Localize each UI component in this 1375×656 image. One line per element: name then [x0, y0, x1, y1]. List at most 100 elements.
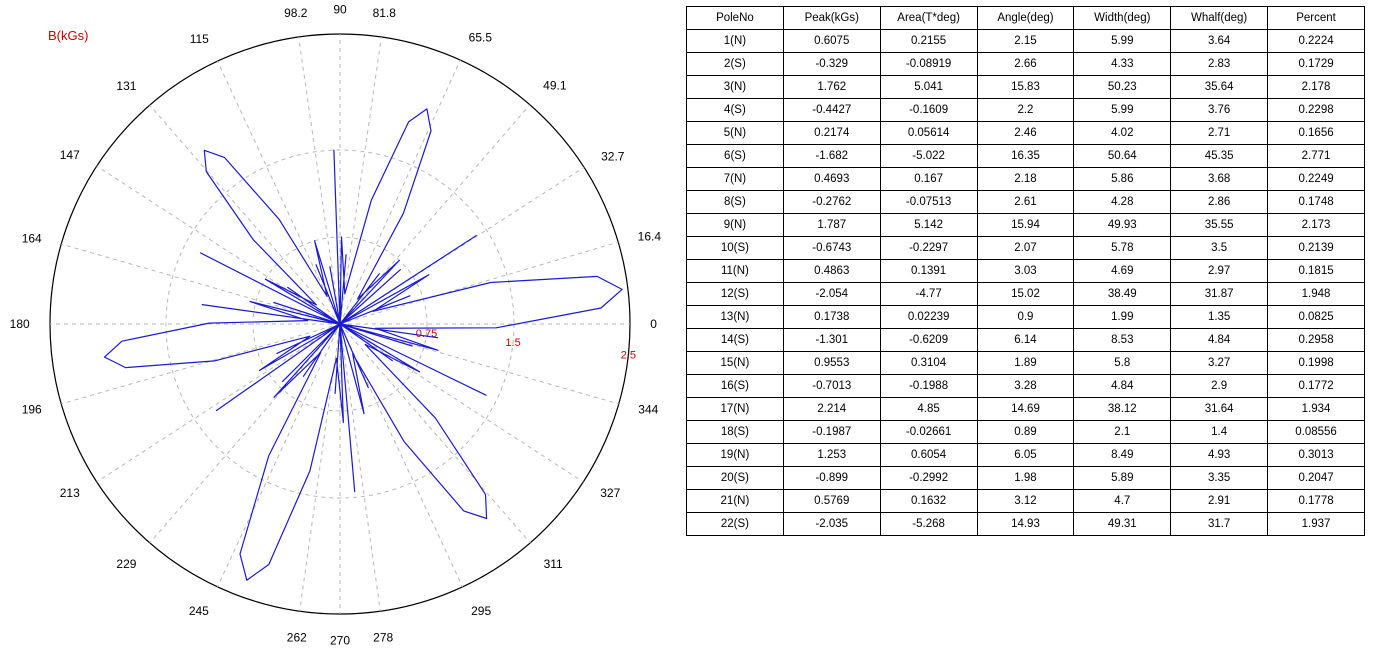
- col-header: Width(deg): [1074, 7, 1171, 30]
- table-cell: 19(N): [687, 444, 784, 467]
- svg-text:49.1: 49.1: [543, 78, 567, 92]
- table-cell: 0.2249: [1268, 168, 1365, 191]
- table-cell: 4.7: [1074, 490, 1171, 513]
- table-cell: 0.6054: [880, 444, 977, 467]
- table-cell: 5.89: [1074, 467, 1171, 490]
- table-cell: 38.12: [1074, 398, 1171, 421]
- data-table-panel: PoleNoPeak(kGs)Area(T*deg)Angle(deg)Widt…: [680, 0, 1375, 656]
- table-cell: 3.28: [977, 375, 1074, 398]
- table-cell: 0.2174: [783, 122, 880, 145]
- table-cell: 0.1778: [1268, 490, 1365, 513]
- table-cell: 1.934: [1268, 398, 1365, 421]
- table-cell: 13(N): [687, 306, 784, 329]
- table-cell: 20(S): [687, 467, 784, 490]
- svg-text:98.2: 98.2: [284, 6, 308, 20]
- table-cell: 17(N): [687, 398, 784, 421]
- svg-text:327: 327: [600, 486, 620, 500]
- table-cell: -1.301: [783, 329, 880, 352]
- table-cell: 4.93: [1171, 444, 1268, 467]
- table-cell: 1.35: [1171, 306, 1268, 329]
- table-cell: 14.93: [977, 513, 1074, 536]
- table-cell: 1.253: [783, 444, 880, 467]
- table-cell: 2.771: [1268, 145, 1365, 168]
- svg-text:115: 115: [190, 32, 209, 46]
- table-cell: 0.4693: [783, 168, 880, 191]
- table-row: 12(S)-2.054-4.7715.0238.4931.871.948: [687, 283, 1365, 306]
- table-cell: -0.1988: [880, 375, 977, 398]
- table-cell: 2.61: [977, 191, 1074, 214]
- table-cell: 11(N): [687, 260, 784, 283]
- svg-text:213: 213: [60, 486, 80, 500]
- table-cell: -0.1609: [880, 99, 977, 122]
- table-cell: 1.948: [1268, 283, 1365, 306]
- table-cell: 2.2: [977, 99, 1074, 122]
- table-cell: 45.35: [1171, 145, 1268, 168]
- table-cell: 2.15: [977, 30, 1074, 53]
- table-row: 13(N)0.17380.022390.91.991.350.0825: [687, 306, 1365, 329]
- table-cell: 21(N): [687, 490, 784, 513]
- table-cell: 0.3104: [880, 352, 977, 375]
- table-row: 6(S)-1.682-5.02216.3550.6445.352.771: [687, 145, 1365, 168]
- table-cell: 15.83: [977, 76, 1074, 99]
- pole-data-table: PoleNoPeak(kGs)Area(T*deg)Angle(deg)Widt…: [686, 6, 1365, 536]
- table-cell: 50.23: [1074, 76, 1171, 99]
- svg-text:245: 245: [189, 604, 209, 618]
- svg-text:270: 270: [330, 633, 350, 647]
- table-cell: -0.329: [783, 53, 880, 76]
- table-cell: 3.35: [1171, 467, 1268, 490]
- table-cell: 0.08556: [1268, 421, 1365, 444]
- table-cell: 15.94: [977, 214, 1074, 237]
- table-cell: 38.49: [1074, 283, 1171, 306]
- table-row: 20(S)-0.899-0.29921.985.893.350.2047: [687, 467, 1365, 490]
- col-header: PoleNo: [687, 7, 784, 30]
- table-cell: 49.93: [1074, 214, 1171, 237]
- table-cell: 2.18: [977, 168, 1074, 191]
- svg-text:229: 229: [116, 557, 136, 571]
- table-cell: 14(S): [687, 329, 784, 352]
- table-cell: 3.5: [1171, 237, 1268, 260]
- table-cell: 3.03: [977, 260, 1074, 283]
- table-row: 3(N)1.7625.04115.8350.2335.642.178: [687, 76, 1365, 99]
- table-cell: 18(S): [687, 421, 784, 444]
- table-cell: -0.08919: [880, 53, 977, 76]
- table-cell: 22(S): [687, 513, 784, 536]
- svg-text:131: 131: [116, 79, 136, 93]
- table-cell: -2.054: [783, 283, 880, 306]
- svg-text:262: 262: [287, 630, 307, 644]
- table-cell: 50.64: [1074, 145, 1171, 168]
- table-cell: -0.4427: [783, 99, 880, 122]
- table-row: 14(S)-1.301-0.62096.148.534.840.2958: [687, 329, 1365, 352]
- table-cell: 1(N): [687, 30, 784, 53]
- svg-text:180: 180: [10, 317, 30, 331]
- table-cell: 0.2298: [1268, 99, 1365, 122]
- table-cell: 2.9: [1171, 375, 1268, 398]
- table-cell: 0.0825: [1268, 306, 1365, 329]
- svg-text:0.75: 0.75: [416, 328, 437, 340]
- table-cell: 0.1998: [1268, 352, 1365, 375]
- table-cell: 2.173: [1268, 214, 1365, 237]
- table-cell: 5.99: [1074, 99, 1171, 122]
- table-cell: 0.2224: [1268, 30, 1365, 53]
- table-cell: -0.2297: [880, 237, 977, 260]
- table-cell: 2.178: [1268, 76, 1365, 99]
- table-row: 2(S)-0.329-0.089192.664.332.830.1729: [687, 53, 1365, 76]
- polar-chart: 016.432.749.165.581.89098.21151311471641…: [0, 0, 680, 656]
- table-cell: 1.787: [783, 214, 880, 237]
- table-cell: 0.6075: [783, 30, 880, 53]
- table-cell: -2.035: [783, 513, 880, 536]
- table-cell: -1.682: [783, 145, 880, 168]
- table-cell: 12(S): [687, 283, 784, 306]
- table-cell: -0.6743: [783, 237, 880, 260]
- table-cell: 15.02: [977, 283, 1074, 306]
- table-cell: 0.5769: [783, 490, 880, 513]
- table-cell: 4.69: [1074, 260, 1171, 283]
- table-cell: 2.07: [977, 237, 1074, 260]
- col-header: Whalf(deg): [1171, 7, 1268, 30]
- svg-text:2.5: 2.5: [621, 349, 636, 361]
- table-cell: 10(S): [687, 237, 784, 260]
- table-cell: 1.937: [1268, 513, 1365, 536]
- table-cell: 3.64: [1171, 30, 1268, 53]
- table-cell: 5.86: [1074, 168, 1171, 191]
- table-row: 15(N)0.95530.31041.895.83.270.1998: [687, 352, 1365, 375]
- table-cell: 35.64: [1171, 76, 1268, 99]
